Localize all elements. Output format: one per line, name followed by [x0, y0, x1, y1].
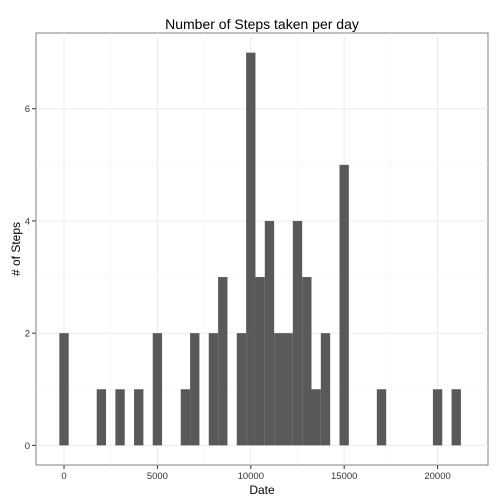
x-tick-label: 5000: [147, 471, 168, 482]
x-tick-label: 15000: [331, 471, 357, 482]
histogram-bar: [339, 164, 349, 446]
bars: [59, 52, 461, 446]
histogram-bar: [292, 220, 303, 446]
histogram-bar: [274, 333, 284, 446]
histogram-bar: [246, 52, 256, 446]
histogram-bar: [96, 389, 107, 446]
x-tick-label: 10000: [238, 471, 264, 482]
histogram-bar: [283, 333, 293, 446]
histogram-bar: [451, 389, 461, 446]
histogram-bar: [218, 277, 228, 446]
y-tick-label: 0: [25, 441, 30, 452]
histogram-bar: [255, 277, 265, 446]
histogram-bar: [302, 277, 312, 446]
x-axis-title: Date: [249, 483, 275, 497]
histogram-bar: [134, 389, 144, 446]
y-tick-label: 2: [25, 329, 30, 340]
y-tick-label: 4: [25, 216, 30, 227]
histogram-bar: [236, 333, 247, 446]
histogram-bar: [376, 389, 387, 446]
histogram-bar: [432, 389, 443, 446]
x-tick-label: 20000: [424, 471, 450, 482]
x-tick-label: 0: [61, 471, 66, 482]
histogram-bar: [180, 389, 191, 446]
y-axis: 0 2 4 6: [25, 104, 36, 452]
histogram-bar: [311, 389, 321, 446]
histogram-bar: [152, 333, 163, 446]
x-axis: 0 5000 10000 15000 20000: [61, 465, 451, 482]
histogram-bar: [115, 389, 125, 446]
histogram-bar: [190, 333, 200, 446]
chart-title: Number of Steps taken per day: [165, 16, 359, 32]
histogram-bar: [320, 333, 331, 446]
histogram-bar: [208, 333, 219, 446]
y-axis-title: # of Steps: [9, 222, 23, 276]
y-tick-label: 6: [25, 104, 30, 115]
histogram-bar: [59, 333, 69, 446]
histogram-bar: [264, 220, 275, 446]
